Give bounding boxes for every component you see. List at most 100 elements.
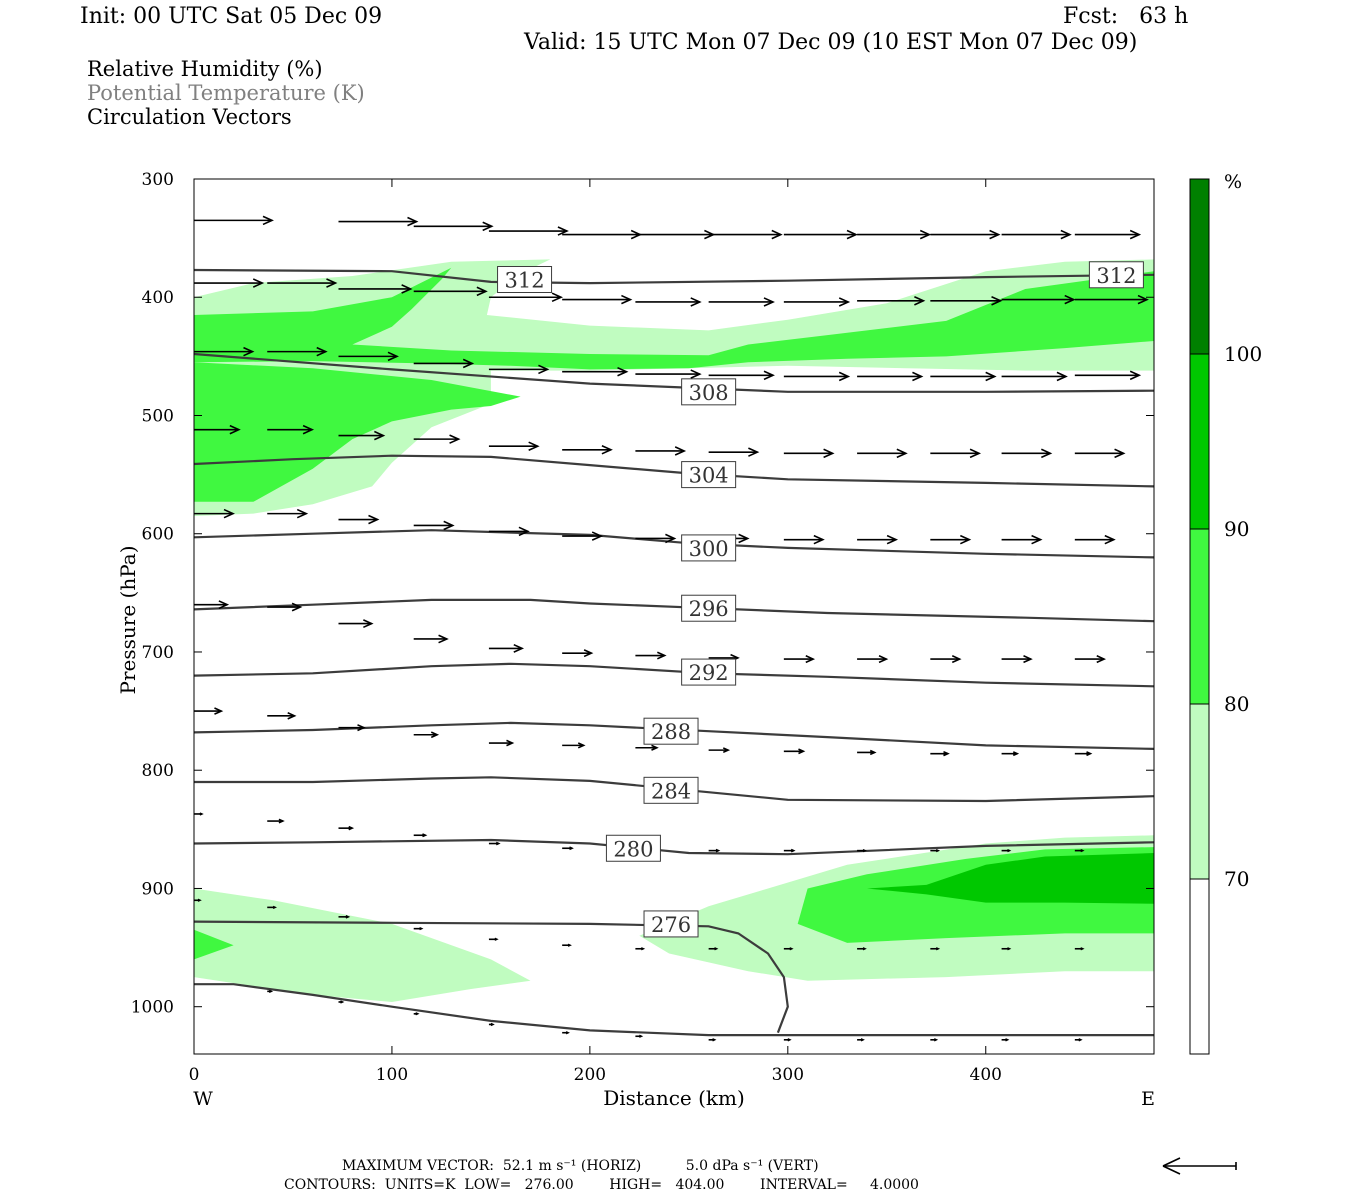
circulation-vector [930,371,997,382]
colorbar-segment [1190,879,1209,1054]
circulation-vector [194,346,255,357]
circulation-vector [635,947,646,951]
circulation-vector [338,724,366,732]
y-axis-title: Pressure (hPa) [116,546,140,695]
circulation-vector [930,947,941,951]
axes: 300 400 500 600 700 800 900 1000 0 100 200 300 400 [131,170,1154,1085]
contour-label-280: 280 [605,834,661,862]
contour-label-text: 284 [651,779,691,803]
circulation-vector [267,712,297,720]
circulation-vector [635,369,702,379]
rh-region-70-0 [194,259,1154,516]
circulation-vector [194,812,204,816]
contour-label-text: 288 [651,720,691,744]
circulation-vector [930,296,1003,306]
colorbar-segment [1190,704,1209,879]
circulation-vector [562,366,629,377]
circulation-vector [635,297,702,307]
circulation-vector [783,297,851,307]
circulation-vector [857,655,889,664]
circulation-vector [930,448,982,459]
circulation-vector [635,229,716,240]
circulation-vector [488,292,564,303]
circulation-vector [1074,751,1093,757]
circulation-vector [562,943,572,947]
circulation-vector [413,927,424,931]
circulation-vectors [194,215,1149,1042]
circulation-vector [1001,1038,1010,1042]
circulation-vector [1074,294,1149,305]
circulation-vector [562,846,574,851]
circulation-vector [783,371,851,382]
circulation-vector [635,1034,644,1038]
circulation-vector [562,294,633,305]
circulation-vector [562,444,613,455]
colorbar: 70 80 90 100 [1189,178,1262,1055]
circulation-vector [338,216,419,227]
y-tick-label: 600 [142,525,174,545]
circulation-vector [857,1038,865,1042]
y-tick-label: 400 [142,288,174,308]
circulation-vector [783,534,825,545]
x-tick-label: 0 [189,1065,200,1085]
circulation-vector [708,370,775,381]
circulation-vector [194,707,224,715]
plot-frame [193,178,1155,1055]
theta-contour-296 [194,598,1154,623]
theta-contour-284 [194,776,1154,803]
circulation-vector [930,750,950,757]
contour-label-text: 312 [1096,264,1136,288]
x-axis-west-label: W [193,1088,213,1110]
circulation-vector [1001,655,1033,664]
circulation-vector [783,229,858,240]
circulation-vector [930,848,941,853]
contour-label-292: 292 [681,658,737,686]
circulation-vector [413,731,440,739]
contour-label-312: 312 [1088,261,1144,289]
legend-circulation-vectors: Circulation Vectors [87,105,292,129]
circulation-vector [783,448,835,459]
contour-label-text: 312 [505,269,545,293]
circulation-vector [1001,947,1012,951]
circulation-vector [194,215,274,226]
contour-label-300: 300 [681,534,737,562]
circulation-vector [708,1038,717,1042]
circulation-vector [562,229,643,240]
circulation-vector [194,278,265,288]
circulation-vector [857,848,867,853]
circulation-vector [488,441,540,452]
circulation-vector [857,947,867,951]
colorbar-label: 70 [1224,867,1249,891]
circulation-vector [783,947,794,951]
circulation-vector [857,534,899,545]
colorbar-segment [1190,354,1209,529]
circulation-vector [338,619,374,629]
circulation-vector [857,749,877,756]
circulation-vector [194,424,241,435]
circulation-vector [1074,848,1085,853]
circulation-vector [708,848,721,853]
circulation-vector [1074,655,1107,664]
circulation-vector [194,600,230,610]
rh-region-80-4 [194,929,234,960]
circulation-vector [194,898,202,902]
colorbar-segment [1190,179,1209,354]
circulation-vector [635,651,667,660]
circulation-vector [708,297,775,307]
circulation-vector [488,841,501,846]
circulation-vector [413,358,475,369]
circulation-vector [1074,448,1126,459]
circulation-vector [857,296,926,306]
circulation-vector [267,508,309,519]
contour-label-288: 288 [643,717,699,745]
circulation-vector [338,1000,345,1004]
circulation-vector [708,229,783,240]
circulation-vector [635,446,687,456]
circulation-vector [413,520,455,531]
circulation-vector [488,1022,495,1027]
circulation-vector [930,534,972,545]
theta-contour-lowest [194,983,1154,1037]
theta-contour-300 [194,529,1154,559]
legend-relative-humidity: Relative Humidity (%) [87,57,323,81]
rh-region-80-1 [194,267,1154,370]
